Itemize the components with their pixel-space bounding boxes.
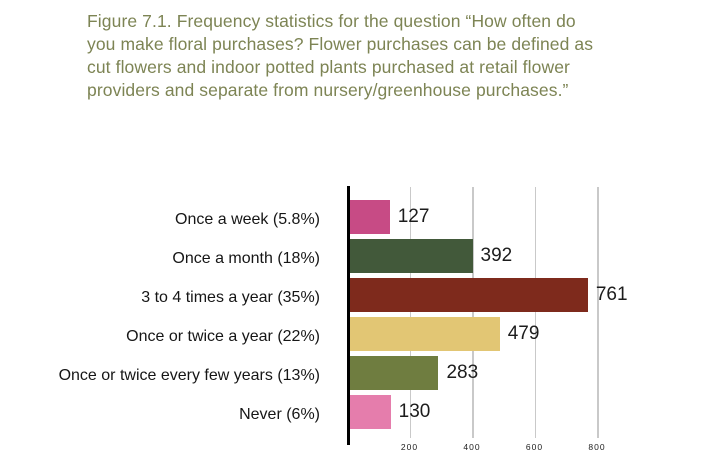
bars: 127 392 761 479 283 130 — [350, 200, 683, 434]
bar — [350, 317, 500, 351]
frequency-bar-chart: Once a week (5.8%) Once a month (18%) 3 to… — [0, 186, 710, 452]
bar — [350, 395, 391, 429]
category-label: Once a month (18%) — [172, 249, 320, 267]
category-label: Never (6%) — [239, 405, 320, 423]
bar-value-label: 479 — [507, 323, 540, 344]
gridline — [597, 187, 599, 438]
x-tick-label: 600 — [525, 442, 544, 452]
figure-title-line: cut flowers and indoor potted plants pur… — [87, 57, 570, 77]
bar — [350, 278, 588, 312]
bar — [350, 239, 473, 273]
bar-value-label: 761 — [595, 284, 628, 305]
bar-value-label: 392 — [480, 245, 513, 266]
plot-area: 127 392 761 479 283 130 200 400 600 800 — [347, 186, 683, 452]
bar-value-label: 127 — [397, 206, 430, 227]
category-label: Once a week (5.8%) — [175, 210, 320, 228]
bar — [350, 200, 390, 234]
category-label: 3 to 4 times a year (35%) — [141, 288, 320, 306]
bar-row: 392 — [350, 239, 683, 278]
category-label: Once or twice a year (22%) — [126, 327, 320, 345]
category-labels: Once a week (5.8%) Once a month (18%) 3 to… — [0, 189, 320, 434]
bar-value-label: 130 — [398, 401, 431, 422]
gridline — [534, 187, 536, 438]
bar-row: 761 — [350, 278, 683, 317]
bar-row: 130 — [350, 395, 683, 434]
gridline — [409, 187, 411, 438]
figure-page: Figure 7.1. Frequency statistics for the… — [0, 10, 710, 452]
x-tick-label: 200 — [400, 442, 419, 452]
x-tick-label: 400 — [463, 442, 481, 452]
figure-title-line: you make floral purchases? Flower purcha… — [87, 34, 594, 54]
category-label: Once or twice every few years (13%) — [58, 366, 320, 384]
figure-title-line: Figure 7.1. Frequency statistics for the… — [87, 11, 576, 31]
bar-row: 479 — [350, 317, 683, 356]
figure-title-line: providers and separate from nursery/gree… — [87, 80, 569, 100]
figure-title: Figure 7.1. Frequency statistics for the… — [87, 10, 672, 102]
gridline — [472, 187, 474, 438]
y-axis-line — [347, 186, 350, 445]
bar-row: 127 — [350, 200, 683, 239]
bar — [350, 356, 439, 390]
x-tick-label: 800 — [588, 442, 606, 452]
bar-value-label: 283 — [446, 362, 479, 383]
bar-row: 283 — [350, 356, 683, 395]
